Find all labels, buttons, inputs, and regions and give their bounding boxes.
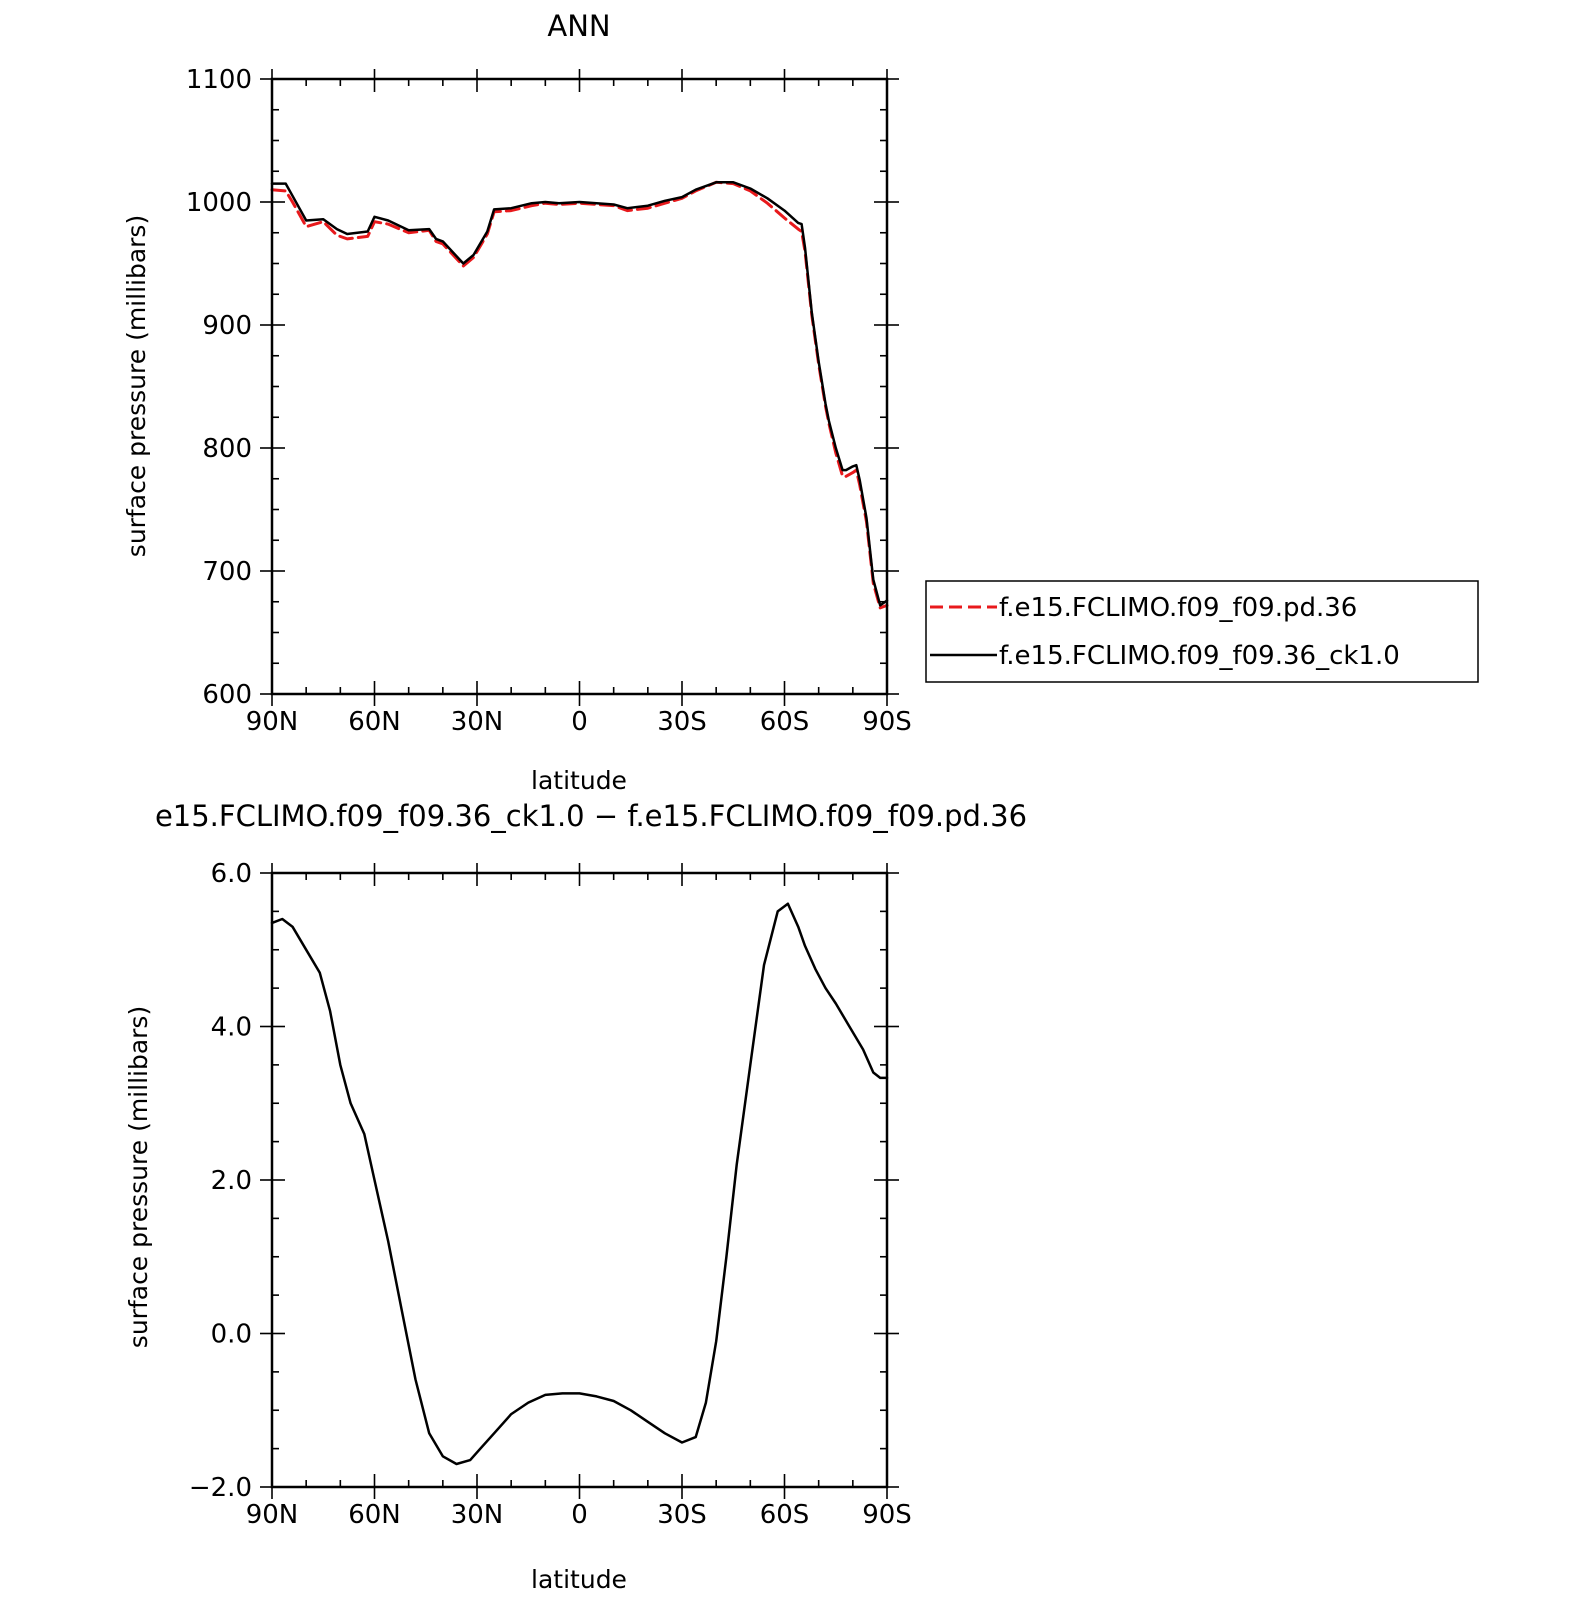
top-y-tick-label: 700 [202, 557, 252, 587]
top-panel: ANN surface pressure (millibars) latitud… [122, 9, 1479, 795]
bottom-y-tick-label: 6.0 [211, 859, 252, 889]
bottom-x-axis-label: latitude [531, 1565, 627, 1594]
top-x-tick-label: 60N [348, 707, 401, 737]
legend-label-ck10: f.e15.FCLIMO.f09_f09.36_ck1.0 [999, 641, 1400, 671]
top-x-tick-label: 30S [657, 707, 707, 737]
top-x-tick-label: 90S [862, 707, 912, 737]
bottom-panel: e15.FCLIMO.f09_f09.36_ck1.0 − f.e15.FCLI… [124, 799, 1027, 1594]
top-x-axis-label: latitude [531, 766, 627, 795]
top-x-tick-label: 0 [571, 707, 588, 737]
top-x-tick-label: 60S [760, 707, 810, 737]
bottom-x-tick-label: 30N [451, 1500, 504, 1530]
top-ticks [260, 69, 899, 706]
bottom-chart-title: e15.FCLIMO.f09_f09.36_ck1.0 − f.e15.FCLI… [155, 799, 1027, 833]
top-series-line-0 [270, 180, 889, 610]
top-series-line-1 [270, 181, 889, 607]
top-series-group [270, 180, 889, 610]
top-x-tick-label: 90N [246, 707, 299, 737]
bottom-x-tick-label: 60N [348, 1500, 401, 1530]
bottom-x-tick-label: 0 [571, 1500, 588, 1530]
top-y-tick-label: 1100 [186, 65, 252, 95]
legend-label-pd36: f.e15.FCLIMO.f09_f09.pd.36 [999, 593, 1357, 623]
legend-box [925, 580, 1479, 683]
bottom-y-axis-label: surface pressure (millibars) [124, 1006, 153, 1348]
bottom-x-tick-label: 60S [760, 1500, 810, 1530]
bottom-y-tick-label: 0.0 [211, 1320, 252, 1350]
top-tick-labels: 90N 60N 30N 0 30S 60S 90S 600 700 800 900 1000 1100 [186, 65, 912, 737]
bottom-y-tick-label: 2.0 [211, 1166, 252, 1196]
bottom-tick-labels: 90N 60N 30N 0 30S 60S 90S −2.0 0.0 2.0 4.0 6.0 [189, 859, 912, 1530]
legend: f.e15.FCLIMO.f09_f09.pd.36 f.e15.FCLIMO.… [925, 580, 1479, 683]
bottom-x-tick-label: 90S [862, 1500, 912, 1530]
bottom-ticks [260, 863, 899, 1499]
top-y-tick-label: 600 [202, 680, 252, 710]
top-y-tick-label: 1000 [186, 188, 252, 218]
bottom-y-tick-label: −2.0 [189, 1473, 252, 1503]
bottom-series-group [270, 902, 889, 1466]
bottom-x-tick-label: 30S [657, 1500, 707, 1530]
top-chart-title: ANN [547, 9, 610, 43]
top-x-tick-label: 30N [451, 707, 504, 737]
bottom-y-tick-label: 4.0 [211, 1013, 252, 1043]
top-plot-frame [270, 77, 889, 696]
bottom-x-tick-label: 90N [246, 1500, 299, 1530]
bottom-series-line-0 [270, 902, 889, 1466]
top-y-axis-label: surface pressure (millibars) [122, 215, 151, 557]
top-y-tick-label: 800 [202, 434, 252, 464]
bottom-plot-frame [270, 871, 889, 1489]
top-y-tick-label: 900 [202, 311, 252, 341]
